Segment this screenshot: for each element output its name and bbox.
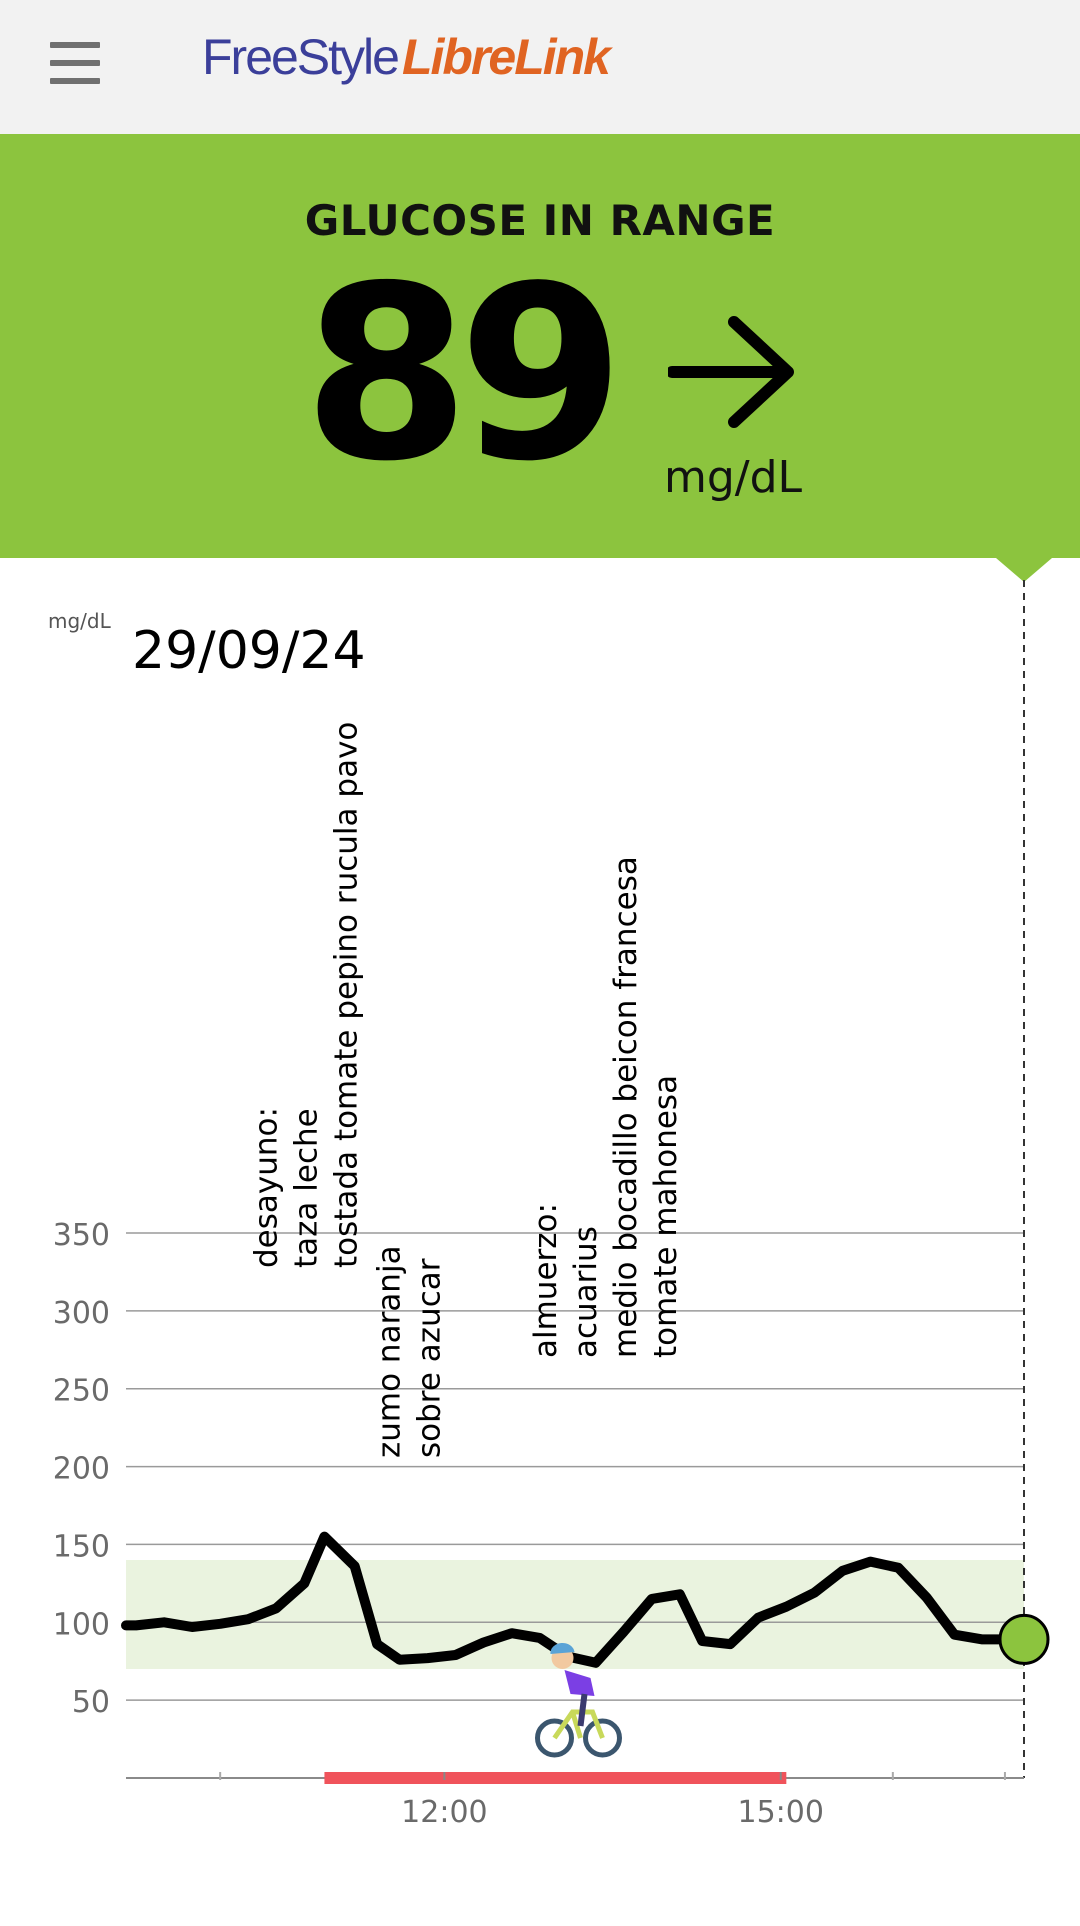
note-text: almuerzo: [528,1203,564,1358]
current-time-pointer [996,558,1052,582]
arrow-right-icon [668,316,794,428]
activity-bar [324,1772,787,1784]
logo-brand-part2: LibreLink [401,29,611,85]
note-text: sobre azucar [412,1258,448,1458]
glucose-banner: GLUCOSE IN RANGE 89 mg/dL [0,134,1080,558]
chart-date: 29/09/24 [132,621,366,681]
cyclist-icon[interactable] [535,1642,623,1758]
app-logo: FreeStyleLibreLink [202,28,611,86]
y-tick-label: 200 [53,1452,110,1487]
note-text: tostada tomate pepino rucula pavo [328,722,364,1268]
glucose-graph[interactable]: 50 100 150 200 250 300 350 mg/dL 29/09/24 12:00 15… [0,558,1080,1926]
note-text: medio bocadillo beicon francesa [608,856,644,1358]
logo-brand-part1: FreeStyle [202,29,400,85]
note-text: zumo naranja [372,1245,408,1458]
glucose-value: 89 [303,234,625,514]
y-tick-label: 250 [53,1374,110,1409]
y-axis-unit: mg/dL [48,609,112,633]
target-range-band [126,1560,1024,1670]
glucose-unit: mg/dL [664,452,803,503]
glucose-status: GLUCOSE IN RANGE [304,196,776,245]
note-text: taza leche [288,1108,324,1268]
y-tick-label: 300 [53,1296,110,1331]
app-header: FreeStyleLibreLink [0,0,1080,134]
y-tick-label: 150 [53,1529,110,1564]
x-tick-label: 15:00 [737,1795,823,1830]
y-tick-label: 100 [53,1607,110,1642]
x-tick-label: 12:00 [401,1795,487,1830]
note-text: desayuno: [248,1107,284,1268]
note-text: acuarius [568,1226,604,1358]
y-tick-label: 50 [72,1685,110,1720]
menu-icon[interactable] [38,30,110,102]
y-tick-label: 350 [53,1218,110,1253]
note-text: tomate mahonesa [648,1075,684,1358]
current-reading-point [998,1613,1050,1665]
